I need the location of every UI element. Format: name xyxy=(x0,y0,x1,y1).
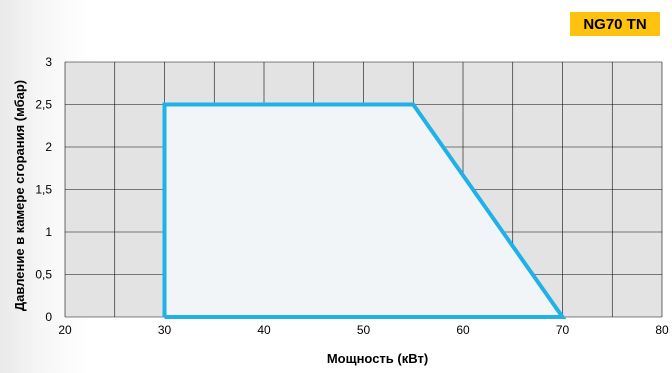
x-tick-label: 20 xyxy=(58,323,72,337)
y-tick-label: 3 xyxy=(45,55,52,69)
x-tick-label: 30 xyxy=(158,323,172,337)
y-tick-label: 2 xyxy=(45,140,52,154)
x-tick-label: 60 xyxy=(456,323,470,337)
operating-range-fill xyxy=(164,104,563,317)
y-tick-label: 1,5 xyxy=(35,183,52,197)
y-tick-label: 2,5 xyxy=(35,98,52,112)
y-tick-label: 1 xyxy=(45,225,52,239)
y-tick-label: 0 xyxy=(45,310,52,324)
y-axis-title: Давление в камере сгорания (мбар) xyxy=(12,80,27,311)
x-tick-label: 80 xyxy=(655,323,669,337)
operating-range-line xyxy=(162,102,567,319)
x-tick-label: 70 xyxy=(556,323,570,337)
x-tick-label: 40 xyxy=(257,323,271,337)
model-badge: NG70 TN xyxy=(570,12,660,36)
x-tick-label: 50 xyxy=(357,323,371,337)
y-tick-label: 0,5 xyxy=(35,268,52,282)
x-axis-title: Мощность (кВт) xyxy=(327,351,428,366)
